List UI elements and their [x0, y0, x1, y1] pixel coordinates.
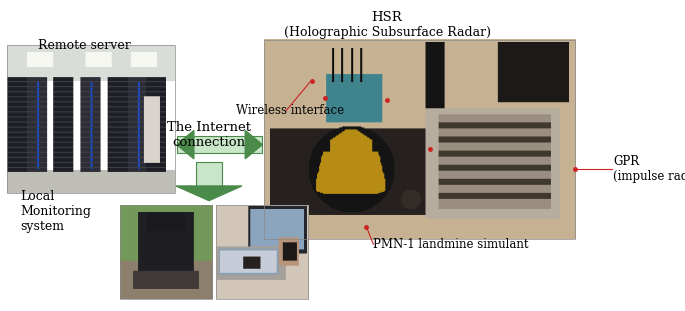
Text: (Holographic Subsurface Radar): (Holographic Subsurface Radar)	[284, 26, 490, 39]
Polygon shape	[177, 131, 194, 159]
Polygon shape	[176, 186, 242, 201]
Text: GPR
(impulse radar): GPR (impulse radar)	[613, 156, 685, 183]
Bar	[7, 45, 175, 193]
Bar	[120, 205, 212, 299]
Bar	[216, 205, 308, 299]
Text: Wireless interface: Wireless interface	[236, 104, 345, 117]
Text: The Internet
connection: The Internet connection	[167, 121, 251, 149]
Bar	[264, 40, 575, 239]
Text: HSR: HSR	[372, 11, 402, 24]
FancyBboxPatch shape	[196, 162, 222, 187]
Polygon shape	[245, 131, 262, 159]
FancyBboxPatch shape	[177, 136, 262, 153]
Text: Local
Monitoring
system: Local Monitoring system	[21, 190, 92, 233]
Text: Remote server: Remote server	[38, 39, 130, 52]
Text: PMN-1 landmine simulant: PMN-1 landmine simulant	[373, 238, 529, 251]
